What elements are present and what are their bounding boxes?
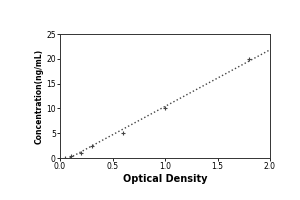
Y-axis label: Concentration(ng/mL): Concentration(ng/mL) [34,48,43,144]
X-axis label: Optical Density: Optical Density [123,174,207,184]
